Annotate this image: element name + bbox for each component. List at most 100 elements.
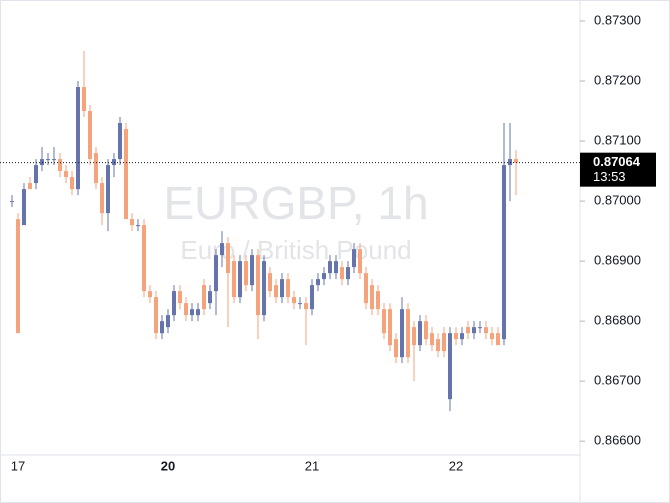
candle-body bbox=[142, 225, 146, 292]
candle-body bbox=[28, 183, 32, 190]
candle-body bbox=[112, 159, 116, 166]
candle-body bbox=[262, 261, 266, 316]
candle-body bbox=[346, 267, 350, 280]
candle-body bbox=[46, 159, 50, 161]
candle-body bbox=[280, 279, 284, 298]
candle-body bbox=[304, 303, 308, 310]
x-tick-label: 21 bbox=[305, 458, 319, 473]
candle-body bbox=[502, 165, 506, 340]
candle-body bbox=[124, 129, 128, 220]
y-tick-label: 0.86900 bbox=[594, 253, 641, 268]
y-tick-label: 0.86800 bbox=[594, 313, 641, 328]
candle-body bbox=[202, 285, 206, 310]
candle-body bbox=[88, 111, 92, 160]
y-tick-label: 0.87000 bbox=[594, 193, 641, 208]
candle-body bbox=[148, 291, 152, 298]
candle-body bbox=[316, 279, 320, 286]
candle-body bbox=[100, 183, 104, 214]
candle-body bbox=[508, 159, 512, 166]
candle-body bbox=[184, 303, 188, 316]
candle-body bbox=[196, 309, 200, 316]
candle-body bbox=[118, 123, 122, 160]
candle-body bbox=[64, 171, 68, 178]
candle-body bbox=[274, 285, 278, 298]
y-tick-label: 0.87200 bbox=[594, 72, 641, 87]
y-tick-label: 0.87300 bbox=[594, 12, 641, 27]
candle-body bbox=[160, 321, 164, 334]
candle-body bbox=[466, 327, 470, 334]
candle-body bbox=[166, 315, 170, 328]
candle-body bbox=[10, 201, 14, 203]
candle-body bbox=[52, 159, 56, 161]
candle-body bbox=[412, 327, 416, 346]
candle-body bbox=[76, 87, 80, 190]
candle-body bbox=[436, 339, 440, 352]
candle-body bbox=[238, 261, 242, 298]
candle-body bbox=[154, 297, 158, 334]
candle-body bbox=[400, 309, 404, 358]
candle-body bbox=[214, 255, 218, 292]
candle-body bbox=[286, 279, 290, 298]
candle-body bbox=[16, 219, 20, 334]
candle-body bbox=[292, 297, 296, 304]
y-tick-label: 0.86700 bbox=[594, 373, 641, 388]
candle-body bbox=[430, 333, 434, 346]
candle-body bbox=[376, 291, 380, 310]
candle-body bbox=[514, 159, 518, 163]
candle-body bbox=[82, 87, 86, 112]
x-tick-label: 20 bbox=[161, 458, 175, 473]
candle-body bbox=[106, 165, 110, 214]
candle-body bbox=[298, 303, 302, 305]
candle-body bbox=[442, 333, 446, 352]
y-tick-label: 0.87100 bbox=[594, 132, 641, 147]
candle-body bbox=[340, 267, 344, 280]
candle-body bbox=[328, 261, 332, 274]
candle-body bbox=[322, 273, 326, 280]
candle-body bbox=[454, 333, 458, 340]
candle-body bbox=[40, 159, 44, 166]
candle-body bbox=[490, 333, 494, 340]
candle-body bbox=[310, 285, 314, 310]
candle-body bbox=[190, 309, 194, 316]
candle-body bbox=[208, 291, 212, 304]
candle-body bbox=[496, 333, 500, 346]
candle-body bbox=[220, 243, 224, 256]
candle-body bbox=[484, 327, 488, 334]
candle-body bbox=[94, 153, 98, 184]
y-tick-label: 0.86600 bbox=[594, 433, 641, 448]
candle-body bbox=[424, 321, 428, 340]
candle-body bbox=[460, 333, 464, 340]
countdown-label: 13:53 bbox=[593, 169, 626, 184]
candle-body bbox=[244, 261, 248, 286]
last-price-label: 0.87064 bbox=[593, 154, 641, 169]
x-tick-label: 22 bbox=[449, 458, 463, 473]
watermark-symbol: EURGBP, 1h bbox=[163, 177, 428, 229]
candle-body bbox=[364, 273, 368, 304]
candle-body bbox=[406, 309, 410, 358]
candle-body bbox=[394, 339, 398, 358]
candle-body bbox=[22, 189, 26, 226]
candle-body bbox=[178, 291, 182, 304]
candle-body bbox=[172, 291, 176, 316]
candle-body bbox=[256, 255, 260, 316]
candle-body bbox=[472, 327, 476, 334]
candle-body bbox=[70, 177, 74, 190]
last-price-box bbox=[580, 152, 656, 187]
candle-body bbox=[358, 249, 362, 274]
candle-body bbox=[136, 225, 140, 227]
candle-body bbox=[370, 285, 374, 310]
candle-body bbox=[382, 309, 386, 334]
candle-body bbox=[418, 321, 422, 346]
candle-body bbox=[232, 261, 236, 298]
candle-body bbox=[448, 333, 452, 400]
candle-body bbox=[34, 165, 38, 184]
candle-body bbox=[58, 159, 62, 172]
watermark-description: Euro / British Pound bbox=[180, 235, 411, 265]
candle-body bbox=[352, 249, 356, 268]
candle-body bbox=[388, 309, 392, 346]
candle-body bbox=[478, 327, 482, 329]
candle-body bbox=[226, 243, 230, 274]
x-tick-label: 17 bbox=[11, 458, 25, 473]
